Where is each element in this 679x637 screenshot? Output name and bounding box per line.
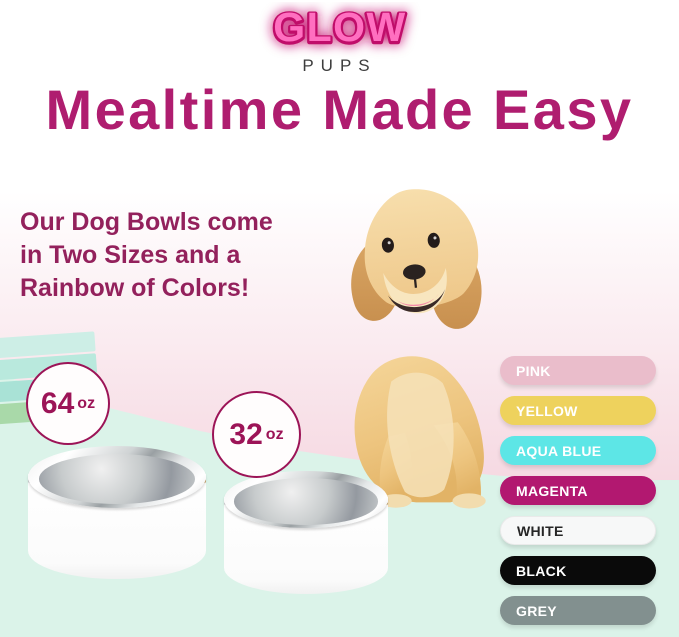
svg-text:GLOW: GLOW xyxy=(273,4,407,50)
